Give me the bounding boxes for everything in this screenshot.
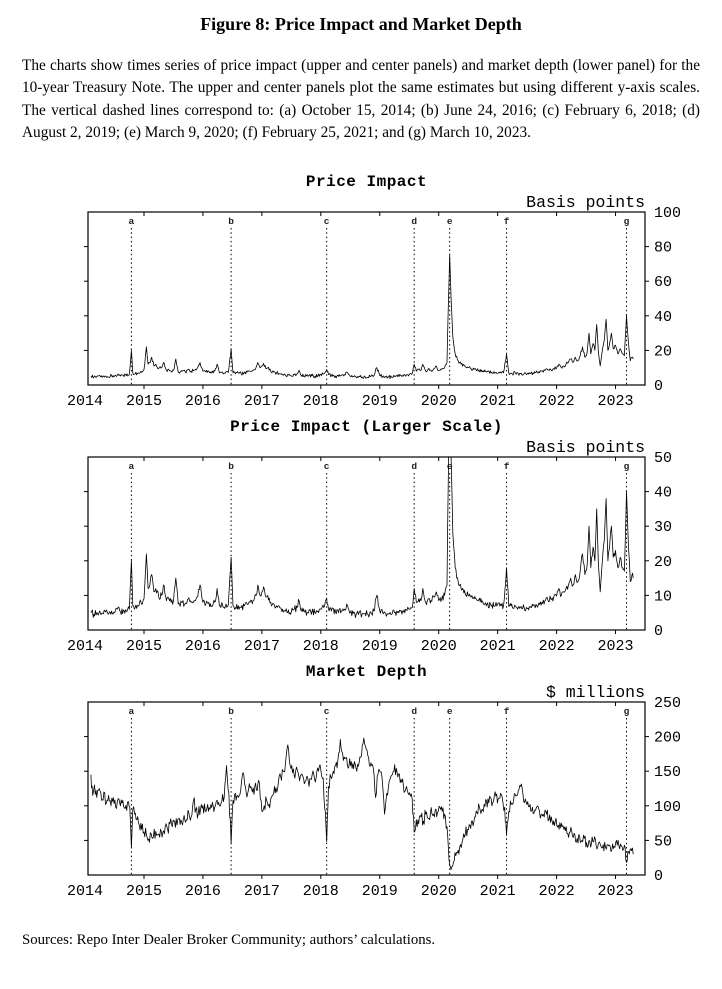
event-label-c: c xyxy=(324,461,330,472)
market-depth-plot: 2014 2015 2016 2017 2018 2019 2020 2021 2022 2023… xyxy=(67,695,681,900)
event-label-g: g xyxy=(624,216,630,227)
series-line xyxy=(90,254,634,380)
x-tick-label: 2021 xyxy=(480,393,516,410)
y-axis-unit-label: Basis points xyxy=(526,193,645,212)
y-tick-label: 200 xyxy=(654,730,681,747)
y-tick-label: 20 xyxy=(654,343,672,360)
event-label-f: f xyxy=(504,706,510,717)
event-label-d: d xyxy=(411,216,417,227)
x-tick-label: 2018 xyxy=(303,883,339,900)
y-tick-label: 100 xyxy=(654,205,681,222)
x-tick-label: 2021 xyxy=(480,883,516,900)
x-tick-label: 2015 xyxy=(126,638,162,655)
series-line xyxy=(90,737,634,870)
price-impact-larger-plot: 2014 2015 2016 2017 2018 2019 2020 2021 2022 2023… xyxy=(67,450,672,655)
event-label-c: c xyxy=(324,216,330,227)
y-tick-label: 10 xyxy=(654,588,672,605)
y-tick-label: 0 xyxy=(654,378,663,395)
x-tick-label: 2023 xyxy=(598,638,634,655)
x-tick-label: 2022 xyxy=(539,638,575,655)
y-tick-label: 30 xyxy=(654,519,672,536)
event-label-e: e xyxy=(447,461,453,472)
event-label-b: b xyxy=(228,706,234,717)
x-tick-label: 2018 xyxy=(303,393,339,410)
x-tick-label: 2019 xyxy=(362,393,398,410)
event-label-a: a xyxy=(129,461,135,472)
x-tick-label: 2016 xyxy=(185,638,221,655)
y-tick-label: 20 xyxy=(654,554,672,571)
event-label-b: b xyxy=(228,461,234,472)
y-axis-unit-label: Basis points xyxy=(526,438,645,457)
x-tick-label: 2014 xyxy=(67,638,103,655)
plot-border xyxy=(87,701,646,876)
event-label-d: d xyxy=(411,461,417,472)
y-tick-label: 150 xyxy=(654,764,681,781)
x-tick-label: 2018 xyxy=(303,638,339,655)
event-label-e: e xyxy=(447,216,453,227)
y-tick-label: 60 xyxy=(654,274,672,291)
x-tick-label: 2019 xyxy=(362,638,398,655)
x-tick-label: 2017 xyxy=(244,393,280,410)
x-tick-label: 2016 xyxy=(185,883,221,900)
event-label-g: g xyxy=(624,461,630,472)
event-label-g: g xyxy=(624,706,630,717)
x-tick-label: 2020 xyxy=(421,883,457,900)
x-tick-label: 2017 xyxy=(244,883,280,900)
y-tick-label: 250 xyxy=(654,695,681,712)
y-tick-label: 80 xyxy=(654,240,672,257)
event-label-e: e xyxy=(447,706,453,717)
event-label-a: a xyxy=(129,706,135,717)
x-tick-label: 2021 xyxy=(480,638,516,655)
y-tick-label: 40 xyxy=(654,485,672,502)
event-label-f: f xyxy=(504,461,510,472)
x-tick-label: 2022 xyxy=(539,393,575,410)
event-label-b: b xyxy=(228,216,234,227)
y-tick-label: 0 xyxy=(654,623,663,640)
x-tick-label: 2015 xyxy=(126,883,162,900)
plot-border xyxy=(87,456,646,631)
x-tick-label: 2017 xyxy=(244,638,280,655)
x-tick-label: 2023 xyxy=(598,393,634,410)
y-tick-label: 40 xyxy=(654,309,672,326)
x-tick-label: 2015 xyxy=(126,393,162,410)
event-label-f: f xyxy=(504,216,510,227)
x-tick-label: 2023 xyxy=(598,883,634,900)
y-tick-label: 0 xyxy=(654,868,663,885)
y-axis-unit-label: $ millions xyxy=(545,683,645,702)
x-tick-label: 2019 xyxy=(362,883,398,900)
figure-title: Figure 8: Price Impact and Market Depth xyxy=(200,14,522,34)
chart-title-price-impact-larger: Price Impact (Larger Scale) xyxy=(230,418,503,436)
plot-border xyxy=(87,211,646,386)
y-tick-label: 50 xyxy=(654,450,672,467)
event-label-a: a xyxy=(129,216,135,227)
figure-caption: The charts show times series of price im… xyxy=(22,57,700,142)
x-tick-label: 2014 xyxy=(67,393,103,410)
x-tick-label: 2014 xyxy=(67,883,103,900)
x-tick-label: 2016 xyxy=(185,393,221,410)
chart-title-price-impact: Price Impact xyxy=(305,173,428,191)
x-tick-label: 2020 xyxy=(421,393,457,410)
event-label-d: d xyxy=(411,706,417,717)
series-line xyxy=(90,457,634,618)
event-label-c: c xyxy=(324,706,330,717)
y-tick-label: 100 xyxy=(654,799,681,816)
figure-sources: Sources: Repo Inter Dealer Broker Commun… xyxy=(22,932,436,948)
y-tick-label: 50 xyxy=(654,833,672,850)
price-impact-plot: 2014 2015 2016 2017 2018 2019 2020 2021 2022 2023… xyxy=(67,205,681,410)
chart-title-market-depth: Market Depth xyxy=(305,663,428,681)
x-tick-label: 2020 xyxy=(421,638,457,655)
x-tick-label: 2022 xyxy=(539,883,575,900)
